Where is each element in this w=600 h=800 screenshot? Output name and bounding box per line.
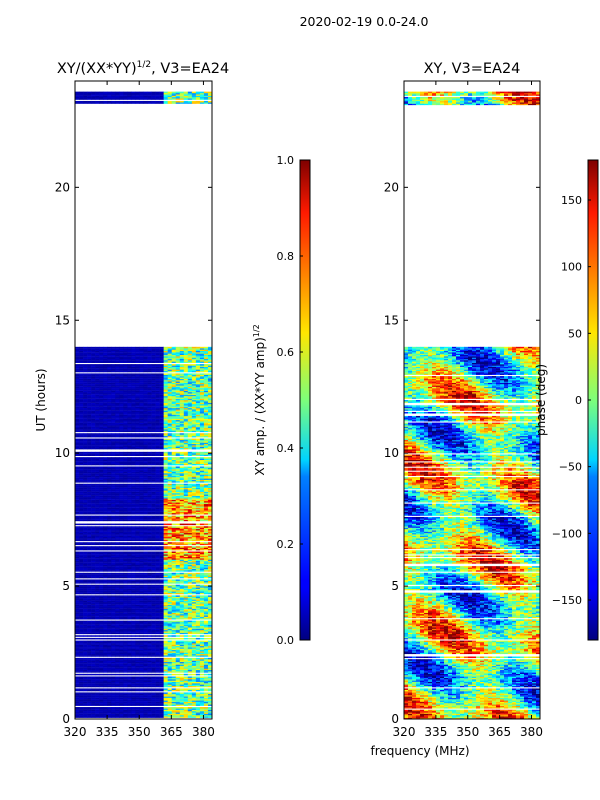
colorbar-tick-label: −150	[552, 594, 582, 607]
x-tick-label: 335	[96, 725, 119, 739]
colorbar-tick-label: −100	[552, 527, 582, 540]
amplitude-panel-title: XY/(XX*YY)1/2, V3=EA24	[57, 60, 229, 77]
phase-colorbar-label: phase (deg)	[534, 364, 548, 436]
phase-panel-title: XY, V3=EA24	[424, 61, 521, 77]
amplitude-axes-frame	[74, 80, 213, 720]
amplitude-colorbar-label: XY amp. / (XX*YY amp)1/2	[252, 324, 267, 475]
x-axis-label: frequency (MHz)	[370, 744, 469, 758]
colorbar-tick-label: 1.0	[277, 154, 295, 167]
amplitude-colorbar: 0.0 0.2 0.4 0.6 0.8 1.0 XY amp. / (XX*YY amp)…	[252, 154, 311, 647]
phase-axes-frame	[403, 80, 541, 720]
x-tick-label: 350	[128, 725, 151, 739]
y-tick-label: 20	[384, 180, 399, 194]
amplitude-panel: 320 335 350 365 380 0 5 10 15 20 XY/(XX*YY)1/2, V…	[34, 60, 229, 739]
y-tick-label: 15	[55, 313, 70, 327]
colorbar-tick-label: 0.0	[277, 634, 295, 647]
x-tick-label: 365	[160, 725, 183, 739]
colorbar-tick-label: 0.2	[277, 538, 295, 551]
colorbar-tick-label: 100	[561, 261, 582, 274]
colorbar-tick-label: 0.4	[277, 442, 295, 455]
colorbar-tick-label: 0	[575, 394, 582, 407]
phase-panel: 320 335 350 365 380 0 5 10 15 20 XY, V3=EA24	[384, 61, 543, 739]
figure-suptitle: 2020-02-19 0.0-24.0	[299, 14, 429, 29]
y-tick-label: 0	[391, 712, 399, 726]
x-tick-label: 380	[192, 725, 215, 739]
y-tick-label: 5	[62, 579, 70, 593]
amplitude-colorbar-gradient	[299, 159, 311, 641]
x-tick-label: 335	[424, 725, 447, 739]
x-tick-label: 320	[64, 725, 87, 739]
phase-colorbar: −150 −100 −50 0 50 100 150 phase (deg)	[534, 159, 599, 641]
colorbar-tick-label: 0.8	[277, 250, 295, 263]
colorbar-tick-label: 50	[568, 327, 582, 340]
colorbar-tick-label: −50	[559, 461, 582, 474]
x-tick-label: 320	[393, 725, 416, 739]
x-tick-label: 365	[488, 725, 511, 739]
y-tick-label: 0	[62, 712, 70, 726]
y-tick-label: 20	[55, 180, 70, 194]
colorbar-tick-label: 150	[561, 194, 582, 207]
x-tick-label: 350	[456, 725, 479, 739]
y-axis-label: UT (hours)	[34, 368, 48, 431]
y-tick-label: 5	[391, 579, 399, 593]
y-tick-label: 15	[384, 313, 399, 327]
x-tick-label: 380	[520, 725, 543, 739]
y-tick-label: 10	[55, 446, 70, 460]
colorbar-tick-label: 0.6	[277, 346, 295, 359]
y-tick-label: 10	[384, 446, 399, 460]
